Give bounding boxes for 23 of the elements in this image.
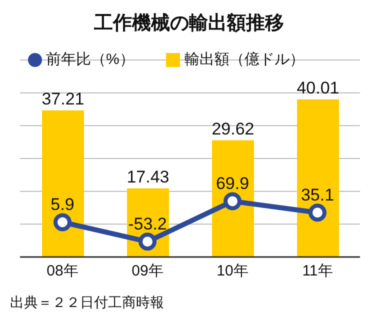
data-label: 5.9 [50,195,74,214]
x-tick-label: 11年 [302,262,333,280]
x-tick-label: 08年 [46,262,78,280]
bar [297,99,339,257]
data-label: 37.21 [42,89,84,108]
legend-label: 輸出額（億ドル） [184,51,304,68]
data-label: 69.9 [216,174,250,194]
point [54,213,72,232]
point [138,232,156,251]
x-tick-label: 10年 [216,262,248,280]
chart-title: 工作機械の輸出額推移 [93,12,285,36]
source-note: 出典＝２２日付工商時報 [10,294,164,312]
point [308,204,326,222]
data-label: 40.01 [296,78,340,98]
data-label: 29.62 [212,119,254,138]
bar [212,140,254,257]
data-label: -53.2 [128,214,167,234]
point [224,192,242,210]
bar [42,110,84,257]
data-label: 35.1 [300,186,334,205]
data-label: 17.43 [126,167,170,186]
legend-label: 前年比（%） [46,51,134,68]
x-tick-label: 09年 [132,262,164,280]
